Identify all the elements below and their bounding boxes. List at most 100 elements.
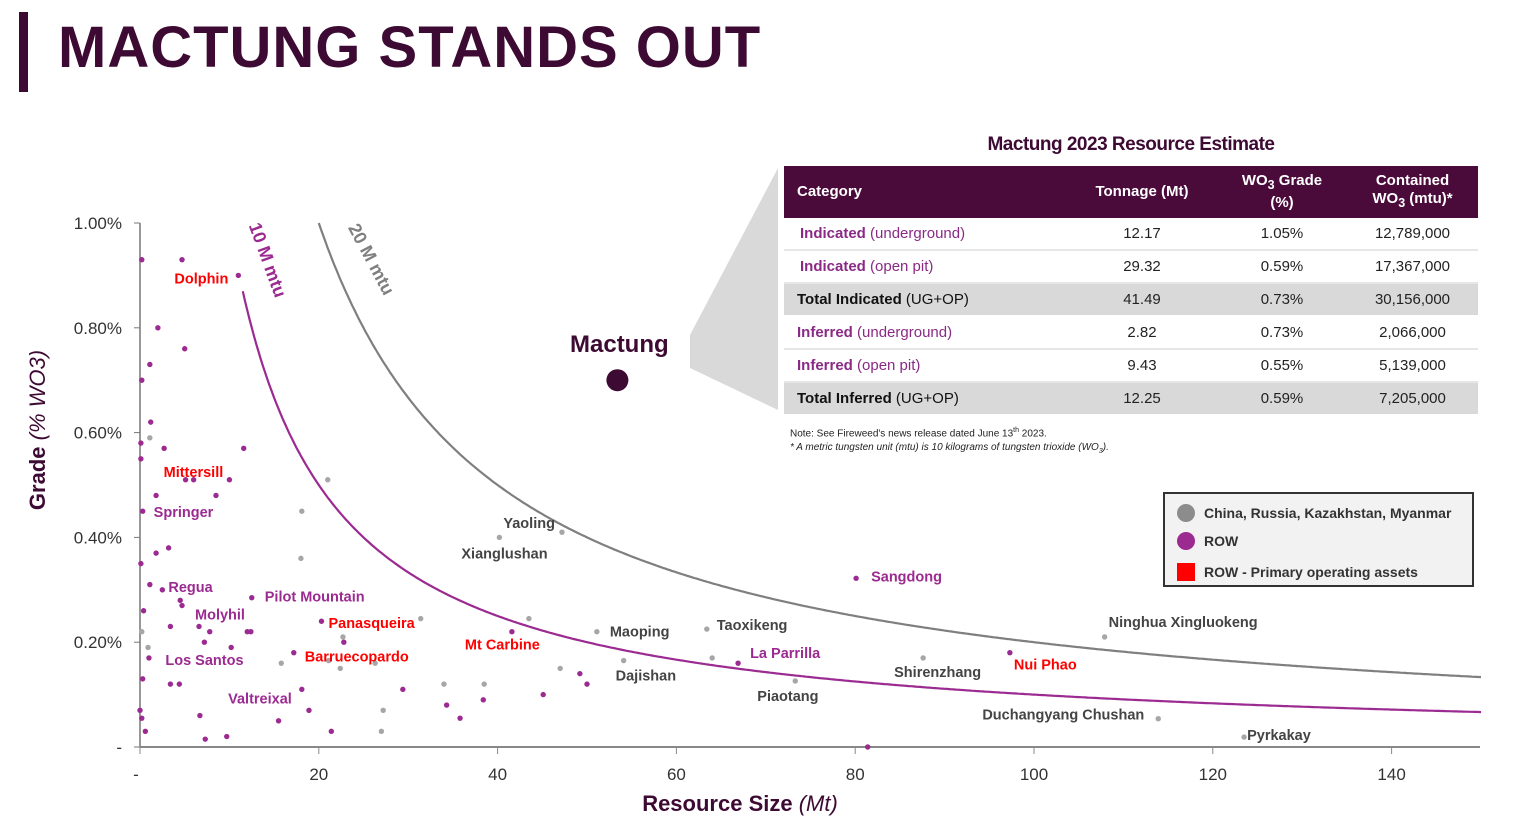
header-tonnage: Tonnage (Mt) xyxy=(1067,166,1217,218)
y-tick-label: 1.00% xyxy=(74,214,122,233)
row-point xyxy=(275,718,282,724)
label-mittersill: Mittersill xyxy=(164,465,224,481)
label-valtreixal: Valtreixal xyxy=(228,691,292,707)
china-point xyxy=(139,629,145,635)
row-point xyxy=(207,629,213,635)
china-point xyxy=(325,657,332,664)
row-point xyxy=(457,715,463,721)
point-duchangyang-chushan xyxy=(1155,716,1161,722)
china-point xyxy=(340,634,346,640)
point-pyrkakay xyxy=(1241,734,1247,740)
y-tick-label: - xyxy=(116,738,122,757)
label-springer: Springer xyxy=(154,505,214,521)
row-point xyxy=(177,597,183,603)
point-regua xyxy=(159,587,166,593)
point-dolphin xyxy=(235,272,242,279)
point-xianglushan xyxy=(496,534,503,541)
label-sangdong: Sangdong xyxy=(871,569,942,585)
point-barruecopardo xyxy=(291,649,297,656)
contour-line-2 xyxy=(317,222,1482,679)
row-point xyxy=(224,733,230,740)
header-grade: WO3 Grade (%) xyxy=(1217,166,1347,218)
table-row: Indicated (open pit) 29.32 0.59% 17,367,000 xyxy=(784,250,1478,284)
china-point xyxy=(372,660,378,666)
point-valtreixal xyxy=(299,686,305,693)
label-nui-phao: Nui Phao xyxy=(1014,658,1077,674)
x-tick-label: 60 xyxy=(667,765,686,784)
table-row-total: Total Inferred (UG+OP) 12.25 0.59% 7,205,00… xyxy=(784,382,1478,416)
label-regua: Regua xyxy=(168,580,213,596)
purple-circle-icon xyxy=(1177,532,1195,550)
chart-legend: China, Russia, Kazakhstan, Myanmar ROW R… xyxy=(1163,492,1474,587)
row-point xyxy=(228,644,234,651)
label-pyrkakay: Pyrkakay xyxy=(1247,728,1311,744)
row-point xyxy=(341,639,347,645)
x-tick-label: 20 xyxy=(309,765,328,784)
row-point xyxy=(139,256,145,263)
china-point xyxy=(337,665,343,672)
row-point xyxy=(138,456,144,462)
label-molyhil: Molyhil xyxy=(195,608,245,624)
point-los-santos xyxy=(201,639,208,645)
china-point xyxy=(441,681,447,687)
row-point xyxy=(167,681,174,687)
y-tick-label: 0.20% xyxy=(74,633,122,652)
point-pilot-mountain xyxy=(249,594,255,601)
table-row: Inferred (underground) 2.82 0.73% 2,066,000 xyxy=(784,316,1478,350)
point-shirenzhang xyxy=(920,655,926,661)
row-point xyxy=(139,377,145,383)
x-tick-label: 80 xyxy=(846,765,865,784)
row-point xyxy=(140,608,147,614)
y-axis-title: Grade (% WO3) xyxy=(25,350,50,510)
row-point xyxy=(443,702,450,708)
china-point xyxy=(145,644,151,651)
row-point xyxy=(161,445,167,452)
table-row: Indicated (underground) 12.17 1.05% 12,789,… xyxy=(784,218,1478,251)
china-point xyxy=(378,728,385,734)
row-point xyxy=(248,629,254,635)
red-square-icon xyxy=(1177,563,1195,581)
mactung-point xyxy=(606,369,629,392)
label-panasqueira: Panasqueira xyxy=(328,616,415,632)
row-point xyxy=(137,707,143,714)
row-point xyxy=(148,419,154,425)
y-tick-label: 0.60% xyxy=(74,424,122,443)
china-point xyxy=(278,660,284,666)
x-tick-label: - xyxy=(133,765,139,784)
china-point xyxy=(147,435,153,441)
row-point xyxy=(480,697,486,703)
row-point xyxy=(139,676,146,682)
title-accent-bar xyxy=(19,12,28,92)
contour-line-1 xyxy=(241,291,1482,714)
china-point xyxy=(299,508,305,514)
contour-label: 20 M mtu xyxy=(344,220,398,298)
row-point xyxy=(165,545,172,551)
point-panasqueira xyxy=(318,618,325,624)
row-point xyxy=(138,560,144,567)
point-mt-carbine xyxy=(509,629,515,635)
legend-item-primary: ROW - Primary operating assets xyxy=(1177,563,1418,581)
row-point xyxy=(196,623,202,630)
legend-item-china: China, Russia, Kazakhstan, Myanmar xyxy=(1177,504,1451,522)
row-point xyxy=(400,686,406,693)
label-shirenzhang: Shirenzhang xyxy=(894,665,981,681)
row-point xyxy=(179,256,185,263)
point-maoping xyxy=(594,629,600,635)
point-la-parrilla xyxy=(735,660,741,666)
china-point xyxy=(557,665,563,672)
label-los-santos: Los Santos xyxy=(165,653,243,669)
y-tick-label: 0.40% xyxy=(74,528,122,547)
point-ninghua-xingluokeng xyxy=(1101,634,1108,640)
x-axis-title: Resource Size (Mt) xyxy=(642,791,838,816)
mactung-label: Mactung xyxy=(570,331,669,358)
row-point xyxy=(167,623,174,630)
row-point xyxy=(540,691,546,698)
page-title: MACTUNG STANDS OUT xyxy=(58,15,762,80)
contour-label: 10 M mtu xyxy=(245,220,290,300)
point-piaotang xyxy=(792,678,799,684)
point-yaoling xyxy=(559,529,565,535)
china-point xyxy=(709,655,715,661)
row-point xyxy=(138,440,144,446)
label-xianglushan: Xianglushan xyxy=(461,546,547,562)
